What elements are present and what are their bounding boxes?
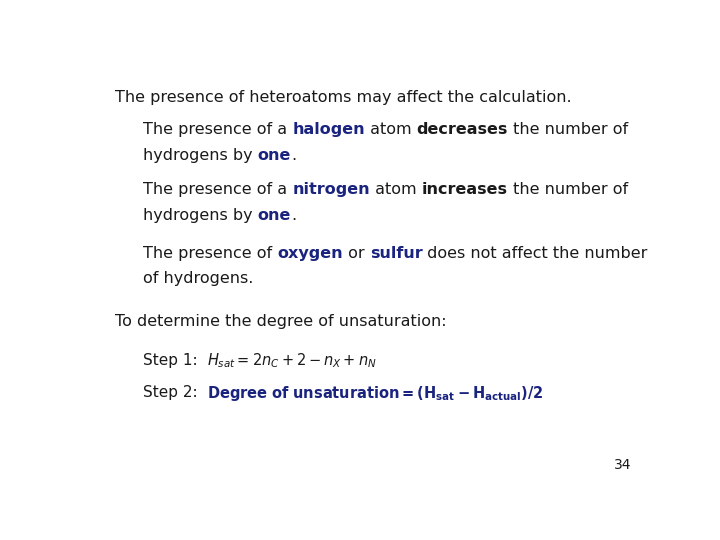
- Text: The presence of a: The presence of a: [143, 183, 292, 198]
- Text: the number of: the number of: [508, 183, 628, 198]
- Text: $H_{sat} = 2n_C + 2 - n_X + n_N$: $H_{sat} = 2n_C + 2 - n_X + n_N$: [207, 352, 377, 370]
- Text: .: .: [291, 208, 296, 223]
- Text: nitrogen: nitrogen: [292, 183, 370, 198]
- Text: hydrogens by: hydrogens by: [143, 208, 258, 223]
- Text: decreases: decreases: [417, 122, 508, 137]
- Text: increases: increases: [422, 183, 508, 198]
- Text: atom: atom: [365, 122, 417, 137]
- Text: of hydrogens.: of hydrogens.: [143, 272, 253, 286]
- Text: does not affect the number: does not affect the number: [423, 246, 648, 261]
- Text: .: .: [291, 148, 296, 163]
- Text: Step 1:: Step 1:: [143, 353, 207, 368]
- Text: the number of: the number of: [508, 122, 628, 137]
- Text: one: one: [258, 148, 291, 163]
- Text: $\mathbf{Degree\ of\ unsaturation = (H_{sat} - H_{actual})/2}$: $\mathbf{Degree\ of\ unsaturation = (H_{…: [207, 384, 544, 403]
- Text: Step 2:: Step 2:: [143, 385, 207, 400]
- Text: one: one: [258, 208, 291, 223]
- Text: The presence of: The presence of: [143, 246, 277, 261]
- Text: 34: 34: [613, 458, 631, 472]
- Text: To determine the degree of unsaturation:: To determine the degree of unsaturation:: [115, 314, 446, 329]
- Text: oxygen: oxygen: [277, 246, 343, 261]
- Text: halogen: halogen: [292, 122, 365, 137]
- Text: atom: atom: [370, 183, 422, 198]
- Text: The presence of heteroatoms may affect the calculation.: The presence of heteroatoms may affect t…: [115, 90, 572, 105]
- Text: or: or: [343, 246, 369, 261]
- Text: hydrogens by: hydrogens by: [143, 148, 258, 163]
- Text: The presence of a: The presence of a: [143, 122, 292, 137]
- Text: sulfur: sulfur: [369, 246, 423, 261]
